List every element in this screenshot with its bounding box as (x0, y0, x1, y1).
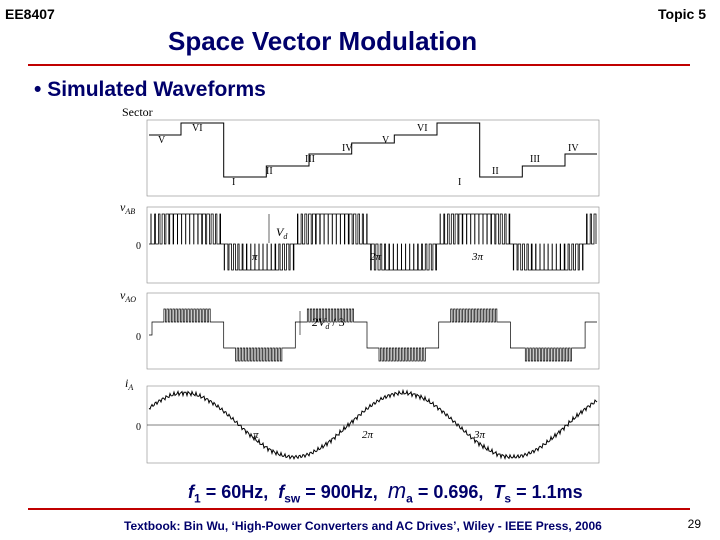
vab-label: vAB (120, 200, 135, 216)
vab-pulses (149, 213, 597, 271)
sector-numeral: IV (342, 143, 353, 154)
sector-numeral: I (458, 177, 461, 188)
ma-symbol: m (387, 478, 407, 503)
vab-3pi-label: 3π (471, 251, 484, 263)
sector-numeral: VI (417, 123, 428, 134)
vao-pulses (149, 308, 597, 362)
vab-zero-label: 0 (136, 241, 141, 252)
fsw-value: = 900Hz, (300, 482, 388, 502)
ia-panel (146, 385, 600, 464)
vab-panel (146, 206, 600, 284)
ma-value: = 0.696, (412, 482, 494, 502)
ts-subscript: s (504, 491, 512, 506)
source-citation: Textbook: Bin Wu, ‘High-Power Converters… (124, 519, 602, 533)
sector-numeral: VI (192, 123, 203, 134)
title-rule (28, 64, 690, 66)
vao-level-label: 2Vd / 3 (312, 315, 345, 331)
sector-numeral: III (530, 154, 540, 165)
sector-numeral: IV (568, 143, 579, 154)
sector-numeral: V (158, 135, 166, 146)
sector-numeral: II (492, 166, 499, 177)
vao-label: vAO (120, 288, 136, 304)
ia-current-waveform (148, 388, 598, 461)
f1-symbol: f (188, 482, 194, 502)
f1-subscript: 1 (194, 491, 201, 506)
vab-pi-label: π (252, 251, 258, 263)
vab-pulse-train (149, 213, 597, 271)
vd-label: Vd (276, 225, 288, 241)
ts-symbol: T (493, 482, 505, 502)
sector-numeral: III (305, 154, 315, 165)
course-code: EE8407 (5, 6, 55, 22)
f1-value: = 60Hz, (200, 482, 279, 502)
ia-label: iA (125, 376, 133, 392)
sector-labels: V VI I II III IV V VI I II III IV (158, 123, 579, 188)
sector-panel (146, 119, 600, 197)
ia-zero-label: 0 (136, 422, 141, 433)
sector-numeral: I (232, 177, 235, 188)
vao-pulse-train (149, 308, 597, 362)
fsw-subscript: sw (284, 491, 301, 506)
waveform-figure: Sector V VI I II III IV V VI I II III IV… (120, 105, 600, 464)
sector-numeral: V (382, 135, 390, 146)
page-number: 29 (687, 517, 701, 531)
sector-label: Sector (122, 105, 153, 119)
bullet-item: • Simulated Waveforms (34, 78, 266, 101)
sector-numeral: II (266, 166, 273, 177)
vao-zero-label: 0 (136, 332, 141, 343)
ia-pi-label: π (253, 429, 259, 441)
ts-value: = 1.1ms (511, 482, 583, 502)
ia-3pi-label: 3π (473, 429, 486, 441)
slide-title: Space Vector Modulation (168, 26, 478, 56)
vab-2pi-label: 2π (370, 251, 382, 263)
vao-panel (146, 292, 600, 370)
sector-staircase (149, 122, 597, 178)
footer-rule (28, 508, 690, 510)
topic-label: Topic 5 (658, 6, 706, 22)
fsw-symbol: f (278, 482, 285, 502)
ma-subscript: a (406, 491, 413, 506)
ia-2pi-label: 2π (362, 429, 374, 441)
bullet-text: Simulated Waveforms (47, 78, 266, 101)
parameter-caption: f1 = 60Hz, fsw = 900Hz, ma = 0.696, Ts =… (188, 478, 583, 506)
